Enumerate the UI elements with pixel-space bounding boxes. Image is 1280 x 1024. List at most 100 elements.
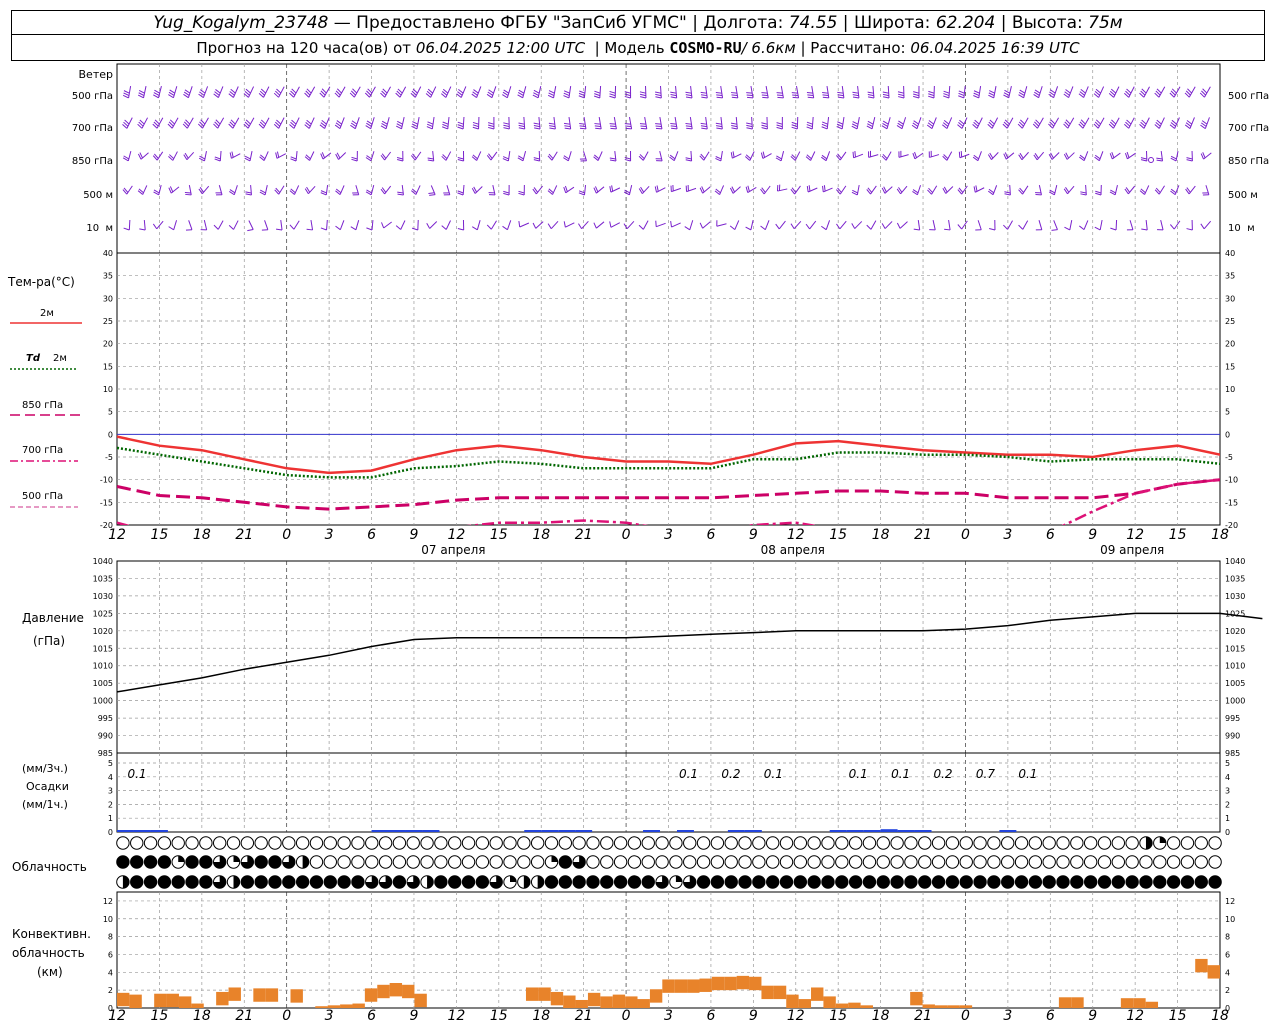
wind-barb-feather	[412, 121, 419, 125]
cloud-cell-full	[1166, 875, 1181, 889]
wind-barb-shaft	[901, 117, 907, 129]
precip-bar	[863, 830, 881, 832]
wind-barb-feather	[380, 188, 386, 195]
wind-barb-feather	[350, 124, 356, 130]
wind-barb-feather	[397, 120, 403, 125]
wind-barb-feather	[746, 94, 753, 97]
wind-barb-feather	[837, 187, 842, 193]
wind-barb-feather	[790, 155, 796, 161]
wind-barb-feather	[1094, 156, 1100, 162]
wind-barb-feather	[503, 127, 510, 130]
wind-barb-feather	[791, 187, 797, 193]
wind-barb-feather	[776, 122, 783, 125]
wind-barb-feather	[457, 126, 464, 130]
conv-bar	[191, 1003, 204, 1008]
wind-barb-feather	[776, 94, 784, 97]
wind-barb-feather	[624, 95, 631, 99]
wind-barb-feather	[381, 222, 385, 229]
wind-barb-shaft	[186, 117, 194, 129]
wind-barb-feather	[213, 93, 219, 98]
wind-barb-feather	[701, 96, 708, 99]
temp-series-t2m	[117, 435, 1220, 475]
wind-barb-feather	[244, 90, 250, 96]
wind-barb-shaft	[264, 185, 268, 195]
wind-barb-shaft	[262, 117, 270, 129]
wind-barb-feather	[1003, 121, 1009, 127]
wind-barb-feather	[122, 157, 129, 162]
wind-barb-feather	[791, 154, 797, 160]
wind-barb-feather	[335, 190, 341, 195]
wind-barb-feather	[230, 119, 236, 125]
wind-barb-feather	[973, 154, 979, 160]
time-tick-label: 6	[1046, 1008, 1055, 1024]
wind-barb-feather	[747, 96, 754, 99]
conv-bar	[117, 992, 130, 1007]
wind-barb-feather	[1017, 123, 1023, 129]
wind-barb-feather	[716, 94, 723, 97]
wind-barb-feather	[275, 121, 281, 127]
wind-barb-shaft	[870, 220, 877, 230]
time-tick-label: 9	[1088, 1008, 1097, 1024]
cloud-cell	[199, 836, 213, 850]
wind-barb-feather	[229, 121, 235, 127]
wind-barb-shaft	[370, 185, 375, 195]
wind-barb-shaft	[354, 117, 360, 129]
wind-barb-shaft	[126, 117, 133, 129]
wind-barb-shaft	[1128, 86, 1135, 98]
wind-barb-feather	[638, 188, 643, 194]
time-tick-label: 18	[872, 1008, 890, 1024]
wind-barb-feather	[365, 157, 372, 162]
wind-barb-shaft	[371, 219, 374, 231]
wind-barb-feather	[609, 125, 617, 128]
wind-barb-feather	[881, 155, 887, 161]
temp-tick-left: 15	[103, 362, 113, 371]
time-tick-label: 15	[490, 527, 508, 543]
wind-barb-feather	[473, 186, 478, 193]
wind-barb-feather	[1140, 121, 1146, 127]
wind-barb-shaft	[157, 86, 162, 98]
wind-barb-feather	[655, 123, 662, 125]
model-res: / 6.6км	[741, 38, 796, 57]
cloud-cell-full	[876, 875, 890, 889]
wind-barb-feather	[258, 92, 264, 98]
wind-barb-shaft	[383, 221, 392, 229]
wind-barb-shaft	[188, 184, 192, 196]
wind-barb-feather	[213, 224, 219, 230]
cloud-cell	[987, 855, 1001, 869]
time-tick-label: 12	[108, 1008, 126, 1024]
wind-barb-shaft	[959, 153, 970, 159]
wind-barb-shaft	[1066, 152, 1075, 160]
wind-barb-feather	[866, 189, 871, 195]
wind-barb-feather	[594, 93, 601, 97]
cloud-cell	[696, 836, 711, 850]
wind-barb-feather	[609, 123, 616, 125]
precip-bar	[558, 830, 576, 832]
wind-barb-feather	[548, 153, 554, 159]
cloud-cell-full	[558, 855, 573, 869]
wind-barb-shaft	[811, 116, 814, 130]
wind-barb-shaft	[1022, 220, 1029, 230]
wind-barb-shaft	[961, 185, 968, 195]
cloud-cell	[779, 836, 794, 850]
conv-bar	[612, 994, 626, 1008]
wind-barb-feather	[517, 94, 524, 99]
wind-barb-shaft	[1143, 86, 1150, 98]
wind-barb-shaft	[644, 117, 648, 129]
wind-barb-shaft	[143, 86, 147, 98]
conv-bar	[947, 1005, 960, 1008]
wind-barb-feather	[185, 119, 191, 125]
conv-tick-right: 2	[1225, 986, 1230, 995]
temp-tick-right: 10	[1225, 385, 1235, 394]
cloud-cell	[1042, 836, 1056, 850]
cloud-cell	[613, 836, 628, 850]
wind-barb-feather	[1079, 156, 1085, 162]
wind-barb-feather	[685, 122, 692, 125]
wind-barb-shaft	[1053, 185, 1058, 195]
cloud-cell-full	[143, 855, 158, 869]
wind-barb-feather	[1184, 124, 1191, 129]
precip-tick-left: 3	[108, 787, 113, 796]
wind-barb-feather	[1002, 123, 1008, 129]
wind-barb-feather	[854, 151, 856, 158]
cloud-cell	[821, 836, 835, 850]
cloud-cell	[600, 836, 614, 850]
